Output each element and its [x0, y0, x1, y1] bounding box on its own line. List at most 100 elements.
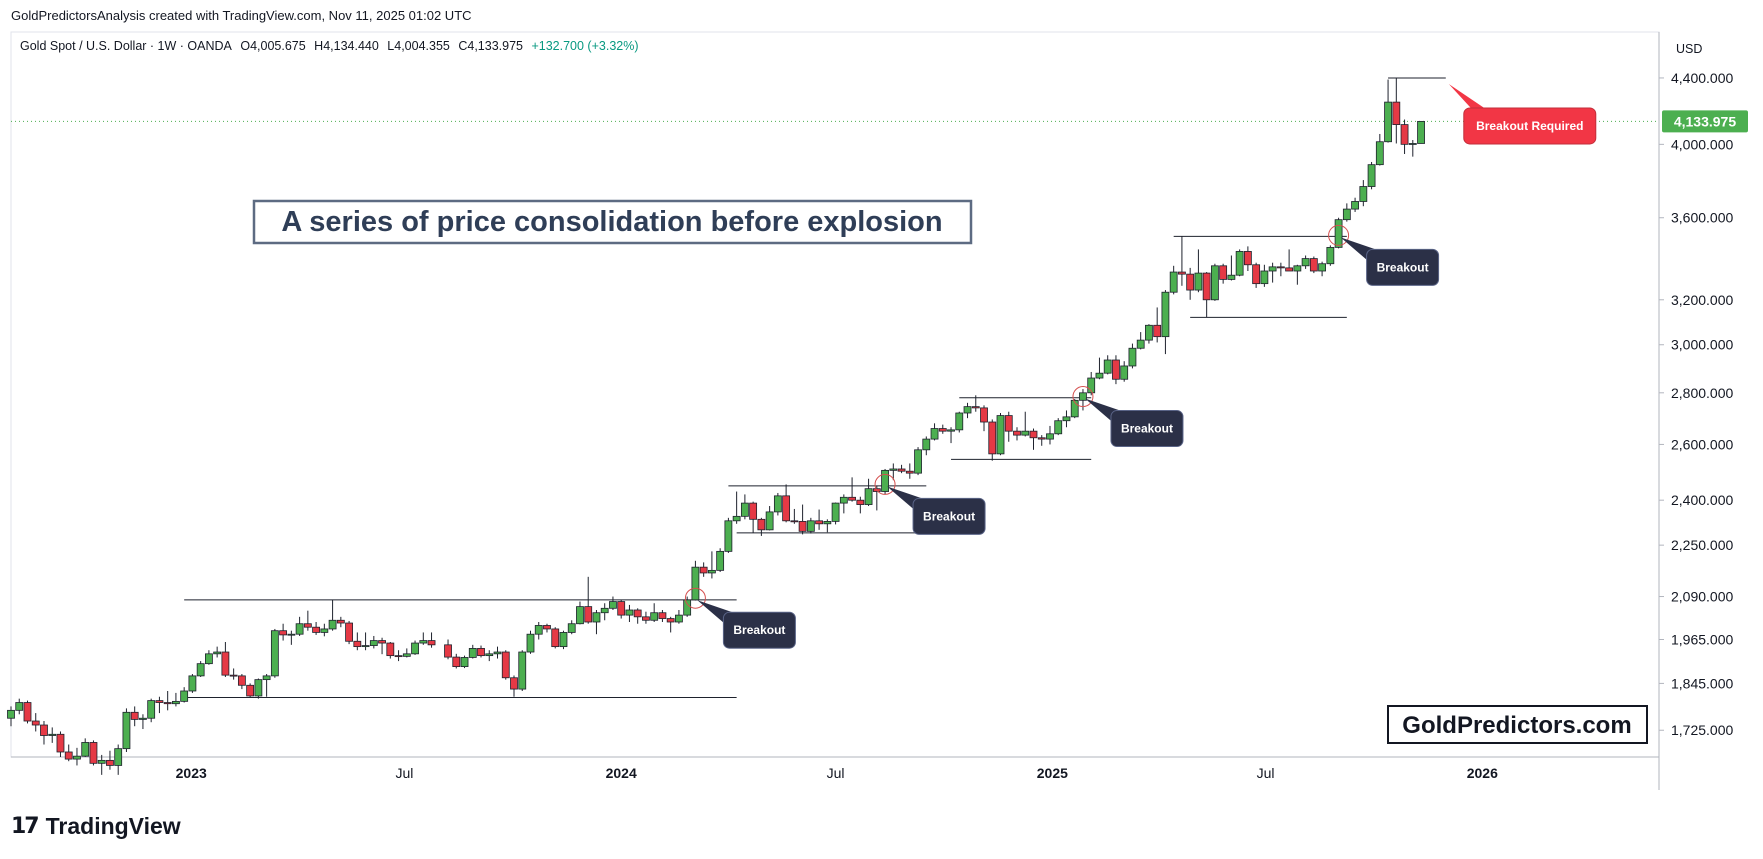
- candle-body: [122, 711, 131, 750]
- candle: [1235, 249, 1244, 277]
- candle: [205, 650, 213, 665]
- candle: [402, 648, 411, 658]
- candle: [1219, 263, 1228, 284]
- candle-body: [345, 622, 353, 642]
- candle-body: [1227, 274, 1236, 280]
- candle-body: [790, 520, 799, 523]
- candle: [1153, 307, 1162, 343]
- candle-body: [1384, 101, 1392, 143]
- currency-label[interactable]: USD: [1676, 42, 1703, 56]
- chart-title: A series of price consolidation before e…: [281, 206, 942, 238]
- candle-body: [221, 651, 230, 676]
- candle-body: [922, 438, 931, 451]
- candle: [1186, 267, 1195, 300]
- candle: [749, 501, 758, 533]
- candle: [1112, 355, 1120, 385]
- symbol-name[interactable]: Gold Spot / U.S. Dollar · 1W · OANDA: [20, 39, 232, 53]
- candle-body: [1276, 266, 1285, 269]
- candle: [1021, 411, 1030, 437]
- candle-body: [353, 640, 362, 648]
- candle: [1318, 261, 1326, 277]
- candle-body: [1054, 420, 1063, 435]
- candle-body: [1120, 365, 1129, 380]
- candle: [716, 548, 725, 572]
- candle-body: [411, 642, 419, 655]
- candle: [452, 653, 461, 669]
- candle-body: [1037, 437, 1046, 440]
- callout-box: [1366, 248, 1440, 286]
- candle-body: [64, 751, 73, 760]
- price-change: +132.700 (+3.32%): [531, 39, 639, 53]
- candle: [394, 650, 403, 662]
- pane-border: [10, 31, 1660, 758]
- candle-body: [658, 612, 667, 619]
- candle-body: [831, 502, 840, 522]
- candle-body: [1128, 347, 1137, 367]
- candle-body: [493, 651, 502, 655]
- candle: [650, 603, 659, 622]
- candle-body: [584, 606, 593, 623]
- candle-body: [1186, 273, 1195, 291]
- candle-body: [1202, 272, 1211, 301]
- candle-body: [427, 640, 436, 646]
- candle-body: [287, 633, 296, 636]
- candle: [947, 427, 955, 444]
- candle: [765, 506, 774, 531]
- candle-body: [716, 550, 725, 571]
- candle: [518, 650, 527, 691]
- candle-body: [1219, 265, 1228, 280]
- candle: [31, 713, 40, 732]
- candle: [848, 477, 856, 502]
- candle: [1359, 180, 1368, 207]
- x-tick-label: 2025: [1037, 765, 1068, 781]
- candle: [163, 690, 172, 711]
- candle: [617, 599, 626, 619]
- candle: [1268, 262, 1277, 283]
- candle-body: [749, 502, 758, 520]
- candle-body: [1301, 258, 1310, 267]
- candle-body: [237, 675, 246, 686]
- candle: [320, 623, 329, 637]
- candle-body: [205, 653, 213, 665]
- breakout-callout: Breakout: [684, 587, 796, 649]
- candle-body: [56, 733, 65, 753]
- candle-body: [938, 428, 947, 432]
- candle: [806, 517, 815, 534]
- candle-body: [23, 702, 32, 722]
- candle: [180, 687, 189, 703]
- candle-body: [1021, 430, 1030, 436]
- candle: [543, 623, 551, 633]
- candle: [97, 754, 106, 775]
- candle: [369, 635, 378, 649]
- candle-body: [229, 674, 238, 677]
- candle-body: [485, 653, 494, 657]
- candle-body: [361, 645, 370, 648]
- candle-body: [806, 520, 815, 532]
- candle: [996, 413, 1005, 456]
- candle-body: [7, 709, 15, 719]
- ohlc-low: L4,004.355: [387, 39, 450, 53]
- candle-body: [518, 651, 527, 690]
- candle: [353, 632, 362, 651]
- candle-body: [73, 755, 81, 760]
- breakout-callout: Breakout: [874, 473, 986, 535]
- candle-body: [1392, 101, 1401, 125]
- candle: [23, 700, 32, 724]
- candle-body: [213, 651, 222, 655]
- candle: [196, 661, 205, 678]
- candle: [559, 630, 568, 650]
- y-tick-label: 3,600.000: [1671, 210, 1733, 226]
- candle: [1079, 389, 1087, 411]
- candle-body: [97, 759, 106, 764]
- candle: [89, 740, 98, 766]
- candle: [839, 494, 848, 514]
- callout-box: [912, 497, 986, 535]
- candle-body: [773, 495, 782, 513]
- candle: [782, 484, 791, 523]
- tradingview-logo[interactable]: 17 TradingView: [11, 813, 181, 840]
- y-tick-label: 3,200.000: [1671, 292, 1733, 308]
- candle: [444, 639, 452, 660]
- candle: [584, 576, 593, 624]
- candle: [938, 424, 947, 434]
